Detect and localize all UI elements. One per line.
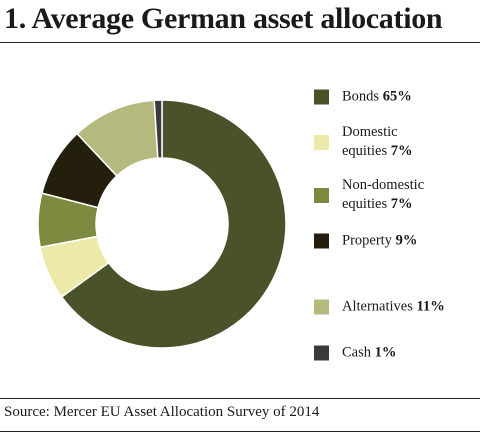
chart-title: 1. Average German asset allocation: [4, 2, 443, 35]
rule: [0, 42, 480, 43]
rule: [0, 431, 480, 432]
legend-swatch: [314, 233, 329, 249]
legend-item: Bonds 65%: [314, 88, 446, 107]
rule: [0, 398, 480, 399]
legend-label: Non-domestic equities 7%: [342, 176, 446, 214]
legend-value: 7%: [390, 143, 413, 159]
legend-name: Bonds: [342, 88, 380, 105]
legend-item: Alternatives 11%: [314, 298, 446, 317]
legend-value: 9%: [395, 232, 418, 249]
legend-item: Property 9%: [314, 232, 446, 251]
legend-label: Cash 1%: [342, 344, 446, 363]
legend-label: Property 9%: [342, 232, 446, 251]
legend-swatch: [314, 89, 329, 105]
legend-name: Cash: [342, 344, 371, 361]
legend-swatch: [314, 134, 329, 150]
legend-value: 1%: [374, 344, 397, 361]
legend-name: Non-domestic equities: [342, 177, 425, 212]
legend-item: Domestic equities 7%: [314, 123, 446, 161]
legend-name: Alternatives: [342, 298, 413, 315]
legend-label: Alternatives 11%: [342, 298, 446, 317]
legend-name: Domestic equities: [342, 124, 398, 159]
legend-label: Bonds 65%: [342, 88, 446, 107]
legend-value: 11%: [416, 298, 445, 315]
legend-label: Domestic equities 7%: [342, 123, 446, 161]
legend-value: 65%: [382, 88, 412, 105]
donut-slice: [60, 99, 287, 349]
legend-name: Property: [342, 232, 392, 249]
legend-item: Cash 1%: [314, 344, 446, 363]
legend-swatch: [314, 299, 329, 315]
source: Source: Mercer EU Asset Allocation Surve…: [4, 404, 320, 420]
legend-item: Non-domestic equities 7%: [314, 176, 446, 214]
legend-value: 7%: [390, 196, 413, 212]
donut-slice: [153, 99, 163, 159]
legend-swatch: [314, 187, 329, 203]
legend-swatch: [314, 345, 329, 361]
